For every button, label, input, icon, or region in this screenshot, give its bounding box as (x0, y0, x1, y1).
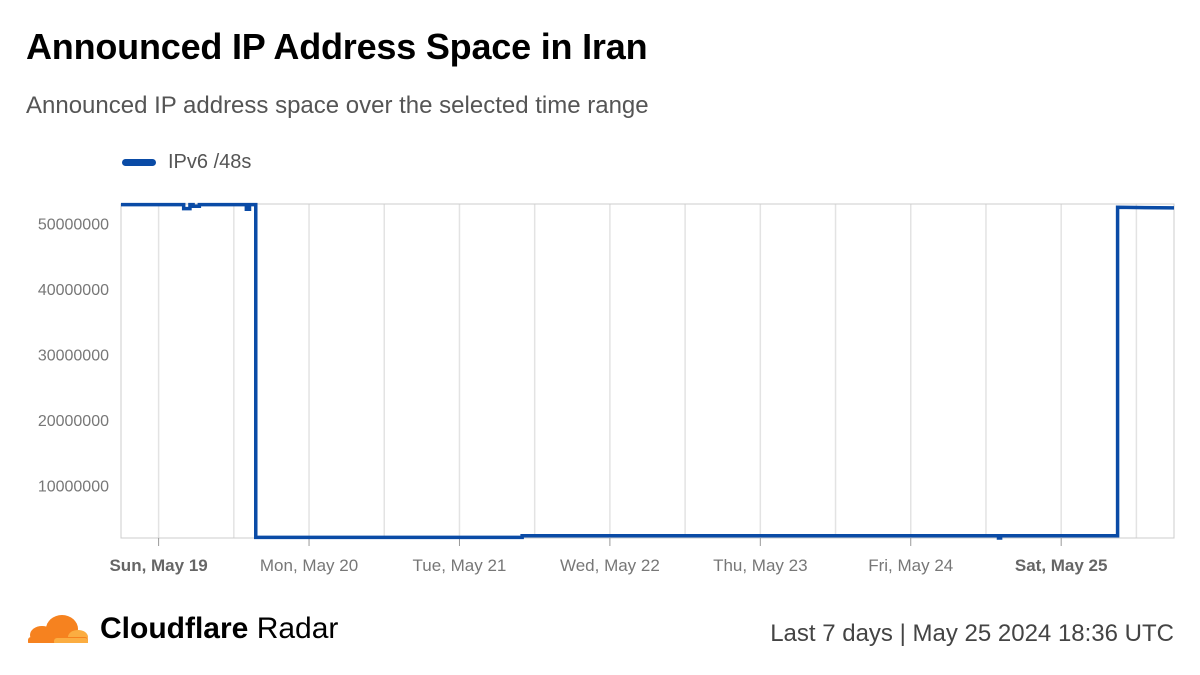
brand-name-light: Radar (256, 612, 339, 645)
timestamp-label: May 25 2024 18:36 UTC (912, 620, 1174, 647)
y-axis-ticks: 10000000 20000000 30000000 40000000 50000000 (38, 217, 109, 496)
legend-label: IPv6 /48s (168, 151, 252, 173)
cloudflare-logo-icon (24, 615, 90, 645)
series-line-ipv6 (121, 202, 1175, 540)
x-tick-label: Mon, May 20 (260, 556, 358, 575)
x-tick-label: Thu, May 23 (713, 556, 808, 575)
brand-name-bold: Cloudflare (100, 612, 249, 645)
footer-separator: | (899, 620, 906, 647)
footer-meta: Last 7 days | May 25 2024 18:36 UTC (770, 620, 1174, 648)
chart-title: Announced IP Address Space in Iran (26, 26, 648, 67)
y-tick-label: 10000000 (38, 479, 109, 496)
plot-frame (120, 203, 1175, 539)
chart-area: 10000000 20000000 30000000 40000000 50000000… (38, 202, 1175, 575)
y-tick-label: 30000000 (38, 348, 109, 365)
time-range-label: Last 7 days (770, 620, 893, 647)
brand-name: Cloudflare Radar (100, 612, 338, 646)
series-layer (121, 202, 1175, 540)
brand: Cloudflare Radar (24, 612, 338, 646)
x-tick-label: Sun, May 19 (109, 556, 207, 575)
x-tick-label: Sat, May 25 (1015, 556, 1108, 575)
x-axis-ticks: Sun, May 19 Mon, May 20 Tue, May 21 Wed, Ma… (109, 538, 1107, 575)
y-tick-label: 50000000 (38, 217, 109, 234)
x-tick-label: Fri, May 24 (868, 556, 953, 575)
y-tick-label: 20000000 (38, 413, 109, 430)
x-tick-label: Wed, May 22 (560, 556, 660, 575)
legend-swatch (122, 159, 156, 166)
grid-lines (157, 204, 1138, 538)
x-tick-label: Tue, May 21 (413, 556, 507, 575)
chart-subtitle: Announced IP address space over the sele… (26, 92, 649, 119)
legend[interactable]: IPv6 /48s (122, 151, 251, 174)
y-tick-label: 40000000 (38, 282, 109, 299)
